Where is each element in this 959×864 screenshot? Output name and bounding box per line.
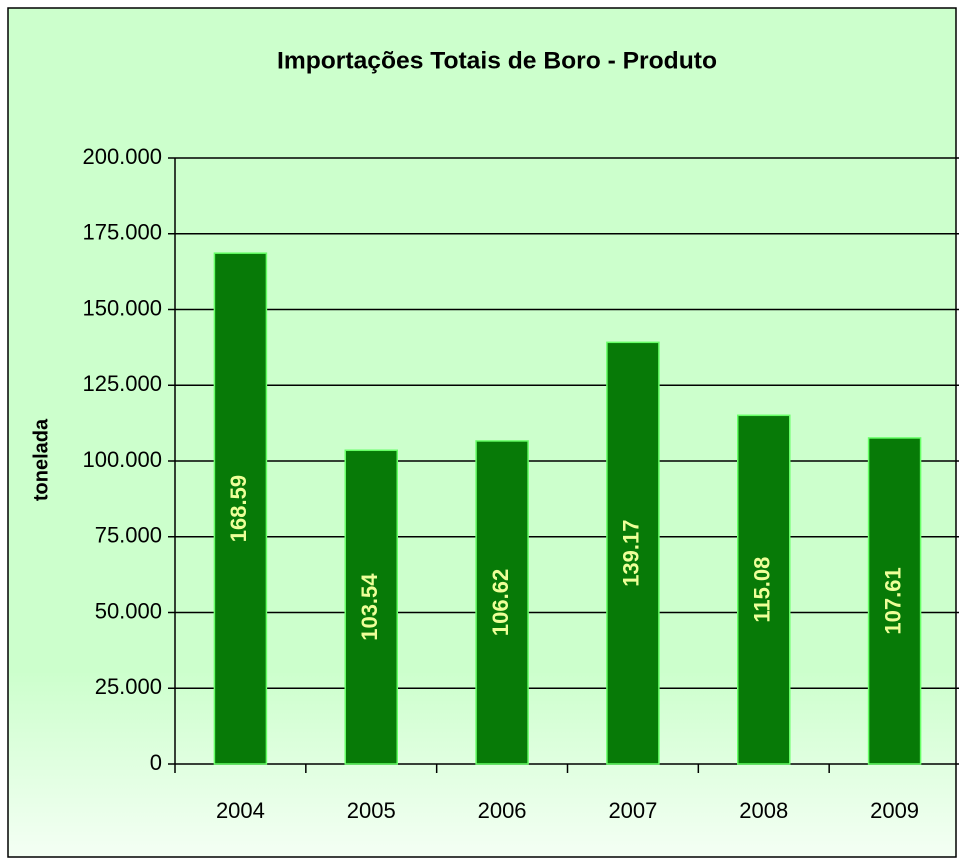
x-tick-label: 2008 [739,798,788,823]
x-tick-label: 2009 [870,798,919,823]
bar [737,414,791,765]
y-axis-label: tonelada [30,418,52,501]
data-label: 115.08 [750,557,775,623]
data-label: 139.17 [619,520,644,587]
y-tick-label: 175.000 [82,220,162,245]
chart-title: Importações Totais de Boro - Produto [277,47,717,74]
x-tick-label: 2004 [216,798,265,823]
x-tick-label: 2005 [347,798,396,823]
bar [606,341,660,765]
data-label: 106.62 [488,569,513,636]
data-label: 103.54 [357,573,382,641]
data-label: 168.59 [226,475,251,542]
bar [213,252,268,765]
y-tick-label: 100.000 [82,447,162,472]
bar [475,440,529,765]
y-tick-label: 200.000 [82,144,162,169]
data-label: 107.61 [880,567,905,634]
y-tick-label: 0 [150,750,162,775]
bar [344,449,398,765]
y-tick-label: 125.000 [82,371,162,396]
y-tick-label: 25.000 [95,674,162,699]
x-tick-label: 2006 [478,798,527,823]
x-tick-label: 2007 [608,798,657,823]
bar [867,437,922,765]
y-tick-label: 150.000 [82,295,162,320]
y-tick-label: 75.000 [95,523,162,548]
y-tick-label: 50.000 [95,598,162,623]
